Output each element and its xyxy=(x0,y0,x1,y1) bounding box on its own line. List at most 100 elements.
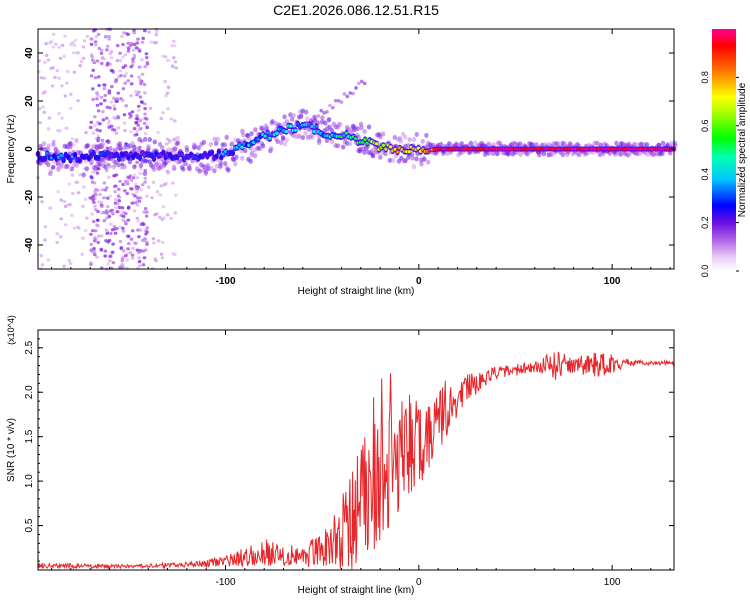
spectrogram-noise-cell xyxy=(137,250,141,255)
spectrogram-noise-cell xyxy=(100,61,104,66)
snr-y-tick-label: 1.5 xyxy=(24,429,35,443)
spectrogram-noise-cell xyxy=(64,126,69,130)
spectrogram-noise-cell xyxy=(96,136,101,140)
spectrogram-noise-cell xyxy=(107,125,112,129)
spectrogram-noise-cell xyxy=(99,48,104,53)
spectrogram-ridge-cell xyxy=(381,143,386,147)
spectrogram-branch-cell xyxy=(304,121,309,125)
spectrogram-noise-cell xyxy=(145,226,149,230)
spectrogram-noise-cell xyxy=(173,211,178,215)
spectrogram-y-ticks: 40 20 0 -20 -40 xyxy=(24,47,674,252)
spectrogram-noise-cell xyxy=(161,240,165,244)
spectrogram-ridge-cell xyxy=(138,156,142,160)
spectrogram-noise-cell xyxy=(140,40,145,44)
spectrogram-halo-cell xyxy=(660,151,665,157)
spectrogram-halo-cell xyxy=(111,164,117,170)
spectrogram-ridge-cell xyxy=(96,156,101,160)
spectrogram-halo-cell xyxy=(269,146,274,152)
spectrogram-noise-cell xyxy=(96,32,101,37)
spectrogram-noise-cell xyxy=(156,131,160,135)
spectrogram-ridge-cell xyxy=(231,151,235,155)
snr-y-axis-label: SNR (10 * v/v) xyxy=(6,418,17,482)
spectrogram-noise-cell xyxy=(60,84,64,88)
spectrogram-noise-cell xyxy=(73,38,78,43)
colorbar-label: Normalized spectral amplitude xyxy=(737,82,748,217)
spectrogram-noise-cell xyxy=(134,241,138,246)
spectrogram-noise-cell xyxy=(95,91,99,95)
spectrogram-halo-cell xyxy=(537,152,542,158)
spectrogram-halo-cell xyxy=(209,165,214,171)
spectrogram-halo-cell xyxy=(248,158,253,164)
spectrogram-noise-cell xyxy=(141,263,146,267)
spectrogram-noise-cell xyxy=(46,127,51,131)
spectrogram-noise-cell xyxy=(110,250,115,254)
spectrogram-noise-cell xyxy=(156,239,161,243)
spectrogram-noise-cell xyxy=(109,209,113,213)
spectrogram-ridge-cell xyxy=(363,138,367,142)
spectrogram-branch-cell xyxy=(342,92,347,96)
spectrogram-noise-cell xyxy=(91,131,96,135)
spectrogram-noise-cell xyxy=(115,210,119,214)
spectrogram-noise-cell xyxy=(139,100,144,104)
spectrogram-noise-cell xyxy=(113,231,118,235)
colorbar-gradient xyxy=(712,29,736,271)
spectrogram-halo-cell xyxy=(348,141,353,147)
spectrogram-branch-cell xyxy=(354,86,358,90)
spectrogram-noise-cell xyxy=(126,206,131,210)
spectrogram-halo-cell xyxy=(218,160,223,166)
spectrogram-noise-cell xyxy=(131,246,135,250)
spectrogram-noise-cell xyxy=(135,117,140,121)
spectrogram-noise-cell xyxy=(112,128,117,132)
spectrogram-noise-cell xyxy=(136,219,140,223)
spectrogram-noise-cell xyxy=(109,222,113,226)
spectrogram-noise-cell xyxy=(115,44,120,48)
spectrogram-noise-cell xyxy=(89,42,94,47)
spectrogram-halo-cell xyxy=(585,150,591,156)
spectrogram-noise-cell xyxy=(136,266,140,270)
spectrogram-noise-cell xyxy=(120,257,125,261)
spectrogram-halo-cell xyxy=(171,164,177,170)
spectrogram-noise-cell xyxy=(138,196,143,200)
spectrogram-noise-cell xyxy=(43,238,47,242)
spectrogram-noise-cell xyxy=(126,79,130,83)
spectrogram-halo-cell xyxy=(124,142,129,148)
spectrogram-halo-cell xyxy=(100,142,106,147)
spectrogram-noise-cell xyxy=(143,29,147,33)
spectrogram-halo-cell xyxy=(398,138,404,144)
spectrogram-noise-cell xyxy=(102,181,107,185)
spectrogram-x-tick-label: 0 xyxy=(416,276,422,287)
spectrogram-noise-cell xyxy=(136,123,140,127)
spectrogram-halo-cell xyxy=(105,164,110,170)
spectrogram-noise-cell xyxy=(62,264,66,268)
spectrogram-noise-cell xyxy=(122,31,126,35)
spectrogram-halo-cell xyxy=(46,143,51,149)
spectrogram-noise-cell xyxy=(112,174,117,178)
spectrogram-noise-cell xyxy=(57,45,61,50)
spectrogram-noise-cell xyxy=(106,262,110,266)
spectrogram-noise-cell xyxy=(57,76,61,80)
spectrogram-ridge-cell xyxy=(210,151,214,155)
spectrogram-noise-cell xyxy=(98,192,102,197)
spectrogram-noise-cell xyxy=(169,117,174,121)
spectrogram-halo-cell xyxy=(518,152,523,157)
spectrogram-noise-cell xyxy=(153,41,157,45)
spectrogram-noise-cell xyxy=(137,256,141,260)
spectrogram-noise-cell xyxy=(115,227,119,231)
spectrogram-noise-cell xyxy=(137,90,141,94)
spectrogram-noise-cell xyxy=(121,87,126,91)
spectrogram-noise-cell xyxy=(140,72,145,76)
spectrogram-ridge-cell xyxy=(180,152,184,156)
spectrogram-halo-cell xyxy=(84,166,90,172)
spectrogram-noise-cell xyxy=(99,51,104,56)
spectrogram-halo-cell xyxy=(300,108,305,114)
spectrogram-noise-cell xyxy=(46,58,51,62)
spectrogram-noise-cell xyxy=(100,211,104,215)
spectrogram-noise-cell xyxy=(92,247,96,251)
spectrogram-marks xyxy=(35,27,678,271)
spectrogram-panel: -100 0 100 40 20 0 -20 -40 Height of straight … xyxy=(6,27,678,297)
spectrogram-branch-cell xyxy=(319,108,324,113)
spectrogram-noise-cell xyxy=(85,216,89,220)
spectrogram-noise-cell xyxy=(53,75,57,79)
spectrogram-halo-cell xyxy=(445,150,450,156)
spectrogram-branch-cell xyxy=(322,111,326,115)
